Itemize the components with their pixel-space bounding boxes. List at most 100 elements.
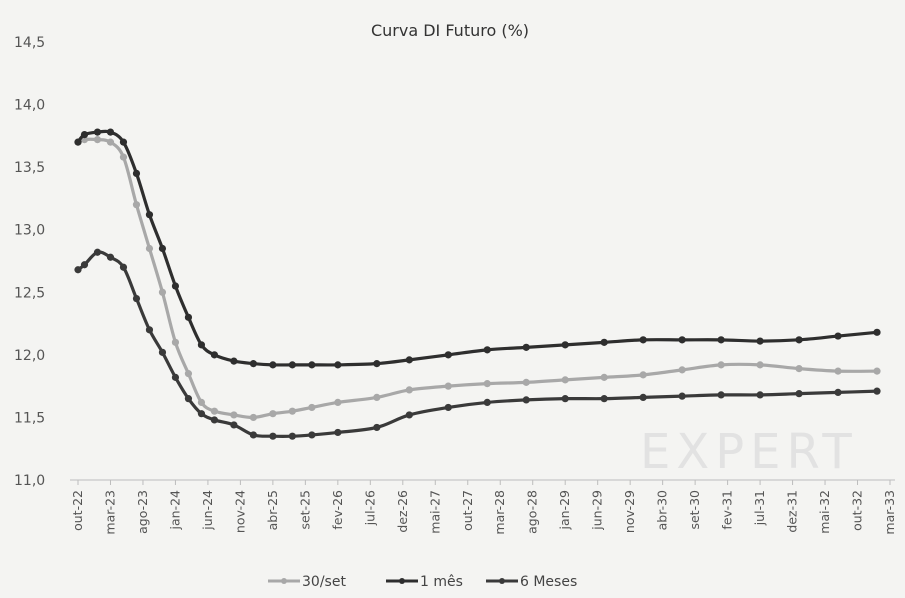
legend-marker — [399, 578, 405, 584]
legend: 30/set 1 mês 6 Meses — [268, 574, 577, 590]
data-point — [74, 138, 82, 146]
data-point — [334, 361, 342, 369]
data-point — [132, 201, 141, 209]
data-point — [249, 413, 257, 422]
y-tick-label: 13,5 — [14, 160, 45, 176]
watermark-text: EXPERT — [640, 424, 858, 480]
data-point — [756, 361, 764, 369]
data-point — [106, 138, 115, 146]
x-tick-label: dez-26 — [395, 490, 410, 533]
x-tick-label: mar-23 — [102, 490, 117, 535]
x-tick-label: set-30 — [687, 490, 702, 530]
data-point — [600, 395, 608, 403]
data-point — [119, 153, 128, 161]
data-point — [145, 211, 154, 219]
data-point — [106, 253, 115, 261]
x-tick-label: jan-29 — [557, 490, 572, 531]
legend-marker — [281, 578, 287, 584]
data-point — [795, 336, 803, 344]
data-point — [873, 328, 881, 336]
y-tick-label: 13,0 — [14, 223, 45, 239]
data-point — [373, 423, 381, 432]
legend-label: 30/set — [302, 574, 346, 590]
data-point — [873, 387, 881, 395]
data-point — [288, 407, 296, 415]
x-tick-label: mar-28 — [492, 490, 507, 535]
data-point — [197, 341, 206, 349]
x-tick-label: set-25 — [297, 490, 312, 530]
data-point — [197, 410, 206, 418]
data-point — [132, 169, 141, 177]
x-tick-label: nov-24 — [232, 490, 247, 533]
data-point — [373, 393, 381, 402]
data-point — [269, 432, 277, 440]
data-point — [639, 336, 647, 344]
data-point — [158, 348, 167, 356]
data-point — [308, 361, 316, 369]
y-tick-label: 11,5 — [14, 410, 45, 426]
data-point — [561, 376, 569, 384]
data-point — [405, 411, 413, 419]
chart-title: Curva DI Futuro (%) — [371, 21, 529, 40]
data-point — [132, 294, 141, 303]
y-tick-label: 12,0 — [14, 348, 45, 364]
x-tick-label: jan-24 — [167, 490, 182, 531]
data-point — [405, 356, 413, 364]
data-point — [795, 390, 803, 398]
x-tick-label: jun-24 — [200, 490, 215, 531]
x-tick-label: ago-28 — [525, 490, 540, 534]
data-point — [171, 373, 180, 381]
x-tick-label: out-22 — [70, 490, 85, 531]
y-tick-label: 11,0 — [14, 473, 45, 489]
data-point — [834, 367, 842, 375]
data-point — [210, 416, 219, 424]
y-tick-label: 14,0 — [14, 98, 45, 114]
data-point — [405, 386, 413, 394]
data-point — [288, 361, 296, 369]
data-point — [171, 282, 180, 290]
data-point — [230, 421, 238, 429]
data-point — [756, 391, 764, 399]
data-point — [158, 244, 167, 253]
data-point — [834, 332, 842, 340]
data-point — [93, 248, 102, 256]
data-point — [483, 398, 491, 407]
x-tick-label: jul-31 — [752, 490, 767, 526]
x-axis-ticks: out-22 mar-23 ago-23 jan-24 jun-24 nov-24 abr-… — [70, 480, 897, 535]
x-tick-label: fev-26 — [330, 490, 345, 530]
x-tick-label: abr-30 — [655, 490, 670, 530]
data-point — [269, 410, 277, 418]
data-point — [93, 128, 102, 136]
x-tick-label: out-27 — [460, 490, 475, 531]
series-layer — [74, 128, 881, 440]
data-point — [678, 366, 686, 374]
data-point — [249, 431, 257, 439]
data-point — [834, 388, 842, 396]
data-point — [444, 351, 452, 359]
data-point — [717, 361, 725, 369]
x-tick-label: out-32 — [850, 490, 865, 531]
legend-label: 1 mês — [420, 574, 463, 590]
data-point — [158, 288, 167, 296]
legend-label: 6 Meses — [520, 574, 577, 590]
data-point — [184, 395, 193, 403]
data-point — [230, 411, 238, 419]
y-tick-label: 12,5 — [14, 285, 45, 301]
data-point — [600, 373, 608, 381]
data-point — [678, 392, 686, 400]
series-line-0 — [77, 137, 878, 420]
data-point — [106, 128, 115, 136]
data-point — [119, 263, 128, 271]
data-point — [334, 398, 342, 407]
data-point — [639, 371, 647, 379]
data-point — [561, 395, 569, 403]
data-point — [230, 357, 238, 365]
data-point — [873, 367, 881, 375]
x-tick-label: dez-31 — [785, 490, 800, 533]
y-axis-ticks: 11,0 11,5 12,0 12,5 13,0 13,5 14,0 14,5 — [14, 35, 45, 489]
data-point — [639, 393, 647, 402]
data-point — [522, 343, 530, 351]
data-point — [269, 361, 277, 369]
data-point — [678, 336, 686, 344]
